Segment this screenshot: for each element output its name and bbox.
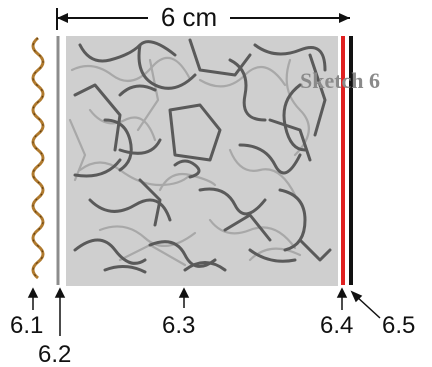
layer-6-1-wave — [31, 36, 45, 280]
layer-label-6-1: 6.1 — [10, 312, 43, 339]
dark-fibers — [73, 38, 332, 274]
pointer-arrows — [27, 287, 381, 336]
layer-label-6-3: 6.3 — [162, 312, 195, 339]
sketch-title: Sketch 6 — [300, 68, 380, 93]
dimension-label: 6 cm — [161, 2, 217, 32]
layer-label-6-2: 6.2 — [38, 341, 71, 367]
layer-label-6-4: 6.4 — [320, 312, 353, 339]
layer-label-6-5: 6.5 — [382, 312, 415, 339]
dimension-arrow: 6 cm — [56, 2, 350, 32]
